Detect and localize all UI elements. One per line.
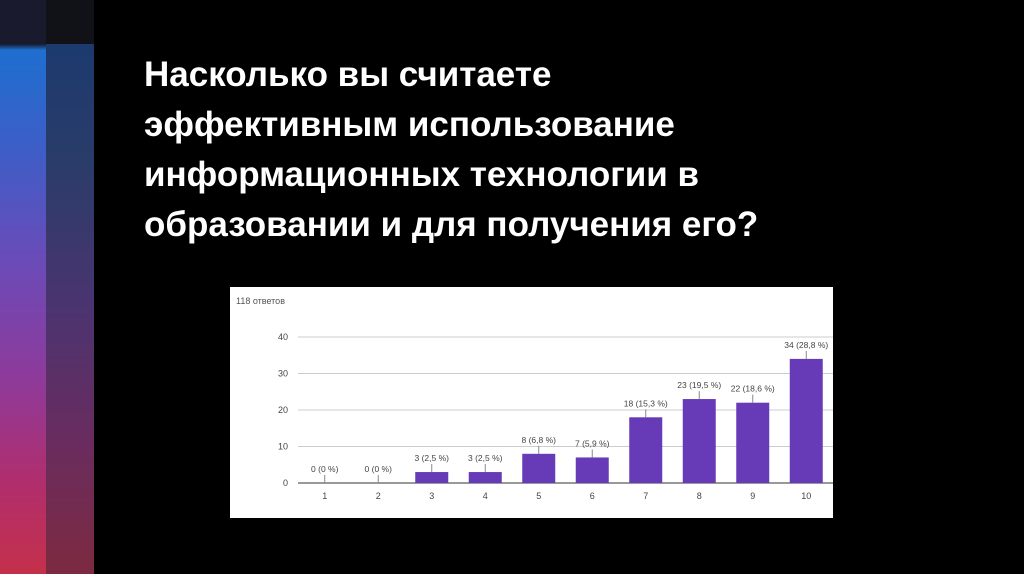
y-tick-label: 10 [278, 442, 288, 452]
data-label: 34 (28,8 %) [784, 340, 828, 350]
x-tick-label: 9 [750, 491, 755, 501]
data-label: 7 (5,9 %) [575, 438, 610, 448]
x-tick-label: 4 [483, 491, 488, 501]
title-line-4: образовании и для получения его? [144, 205, 759, 244]
x-tick-label: 7 [643, 491, 648, 501]
bar [682, 399, 716, 483]
bar [789, 358, 823, 483]
bar [629, 417, 663, 483]
decorative-stripe-narrow [46, 44, 94, 574]
title-line-1: Насколько вы считаете [144, 55, 552, 94]
data-label: 0 (0 %) [365, 464, 393, 474]
y-tick-label: 40 [278, 332, 288, 342]
y-tick-label: 0 [283, 478, 288, 488]
chart-panel: 118 ответов 0 10 20 30 40 1 0 (0 %) 2 0 (0 %) 3 3 … [230, 287, 833, 518]
title-line-3: информационных технологии в [144, 155, 700, 194]
data-label: 23 (19,5 %) [677, 380, 721, 390]
data-label: 3 (2,5 %) [415, 453, 450, 463]
x-tick-label: 2 [376, 491, 381, 501]
decorative-stripe-wide [0, 0, 46, 574]
x-tick-label: 5 [536, 491, 541, 501]
x-tick-label: 6 [590, 491, 595, 501]
data-label: 8 (6,8 %) [522, 435, 557, 445]
y-tick-label: 20 [278, 405, 288, 415]
bar [468, 472, 502, 483]
decorative-stripe-top [46, 0, 94, 44]
y-tick-label: 30 [278, 369, 288, 379]
data-label: 22 (18,6 %) [731, 384, 775, 394]
x-tick-label: 1 [322, 491, 327, 501]
bar-chart: 118 ответов 0 10 20 30 40 1 0 (0 %) 2 0 (0 %) 3 3 … [236, 296, 833, 501]
data-label: 0 (0 %) [311, 464, 339, 474]
bar [415, 472, 449, 483]
data-label: 18 (15,3 %) [624, 398, 668, 408]
x-tick-label: 3 [429, 491, 434, 501]
slide-title: Насколько вы считаете эффективным исполь… [144, 50, 964, 250]
bar [575, 457, 609, 483]
bar [522, 453, 556, 483]
chart-subtitle: 118 ответов [236, 296, 285, 306]
data-label: 3 (2,5 %) [468, 453, 503, 463]
x-tick-label: 8 [697, 491, 702, 501]
x-tick-label: 10 [801, 491, 811, 501]
bar [736, 402, 770, 483]
title-line-2: эффективным использование [144, 105, 675, 144]
